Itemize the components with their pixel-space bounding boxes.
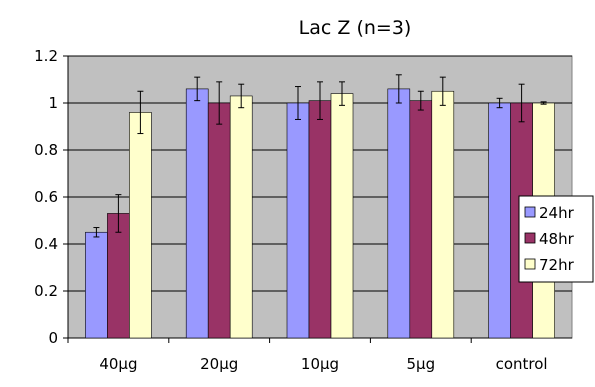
x-tick-label: 5μg (406, 355, 435, 373)
bar-72hr-0 (129, 112, 152, 339)
legend-label: 24hr (539, 204, 575, 222)
bar-24hr-2 (286, 102, 310, 339)
y-tick-label: 0.6 (34, 188, 58, 206)
bar-48hr-3 (409, 100, 433, 339)
bar-72hr-3 (431, 90, 455, 339)
y-tick-label: 1 (48, 94, 58, 112)
bar-48hr-2 (308, 100, 332, 339)
x-tick-label: control (496, 355, 548, 373)
legend-swatch-24hr (524, 206, 536, 218)
legend: 24hr 48hr 72hr (518, 195, 594, 283)
x-tick-label: 10μg (301, 355, 339, 373)
legend-label: 72hr (539, 256, 575, 274)
legend-label: 48hr (539, 230, 575, 248)
legend-swatch-48hr (524, 232, 536, 244)
bar-24hr-0 (85, 231, 108, 339)
bar-72hr-2 (330, 93, 354, 339)
y-tick-label: 0 (48, 329, 58, 347)
y-tick-label: 1.2 (34, 47, 58, 65)
y-axis: 0 0.2 0.4 0.6 0.8 1 1.2 (34, 47, 69, 347)
x-axis: 40μg 20μg 10μg 5μg control (67, 337, 572, 373)
bar-72hr-1 (229, 95, 253, 339)
x-tick-label: 40μg (99, 355, 137, 373)
legend-swatch-72hr (524, 258, 536, 270)
bar-24hr-4 (488, 102, 511, 339)
bar-24hr-1 (185, 88, 209, 339)
chart-title: Lac Z (n=3) (299, 17, 412, 39)
y-tick-label: 0.4 (34, 235, 58, 253)
x-tick-label: 20μg (200, 355, 238, 373)
bar-48hr-1 (207, 102, 231, 339)
y-tick-label: 0.8 (34, 141, 58, 159)
y-tick-label: 0.2 (34, 282, 58, 300)
bar-24hr-3 (387, 88, 411, 339)
